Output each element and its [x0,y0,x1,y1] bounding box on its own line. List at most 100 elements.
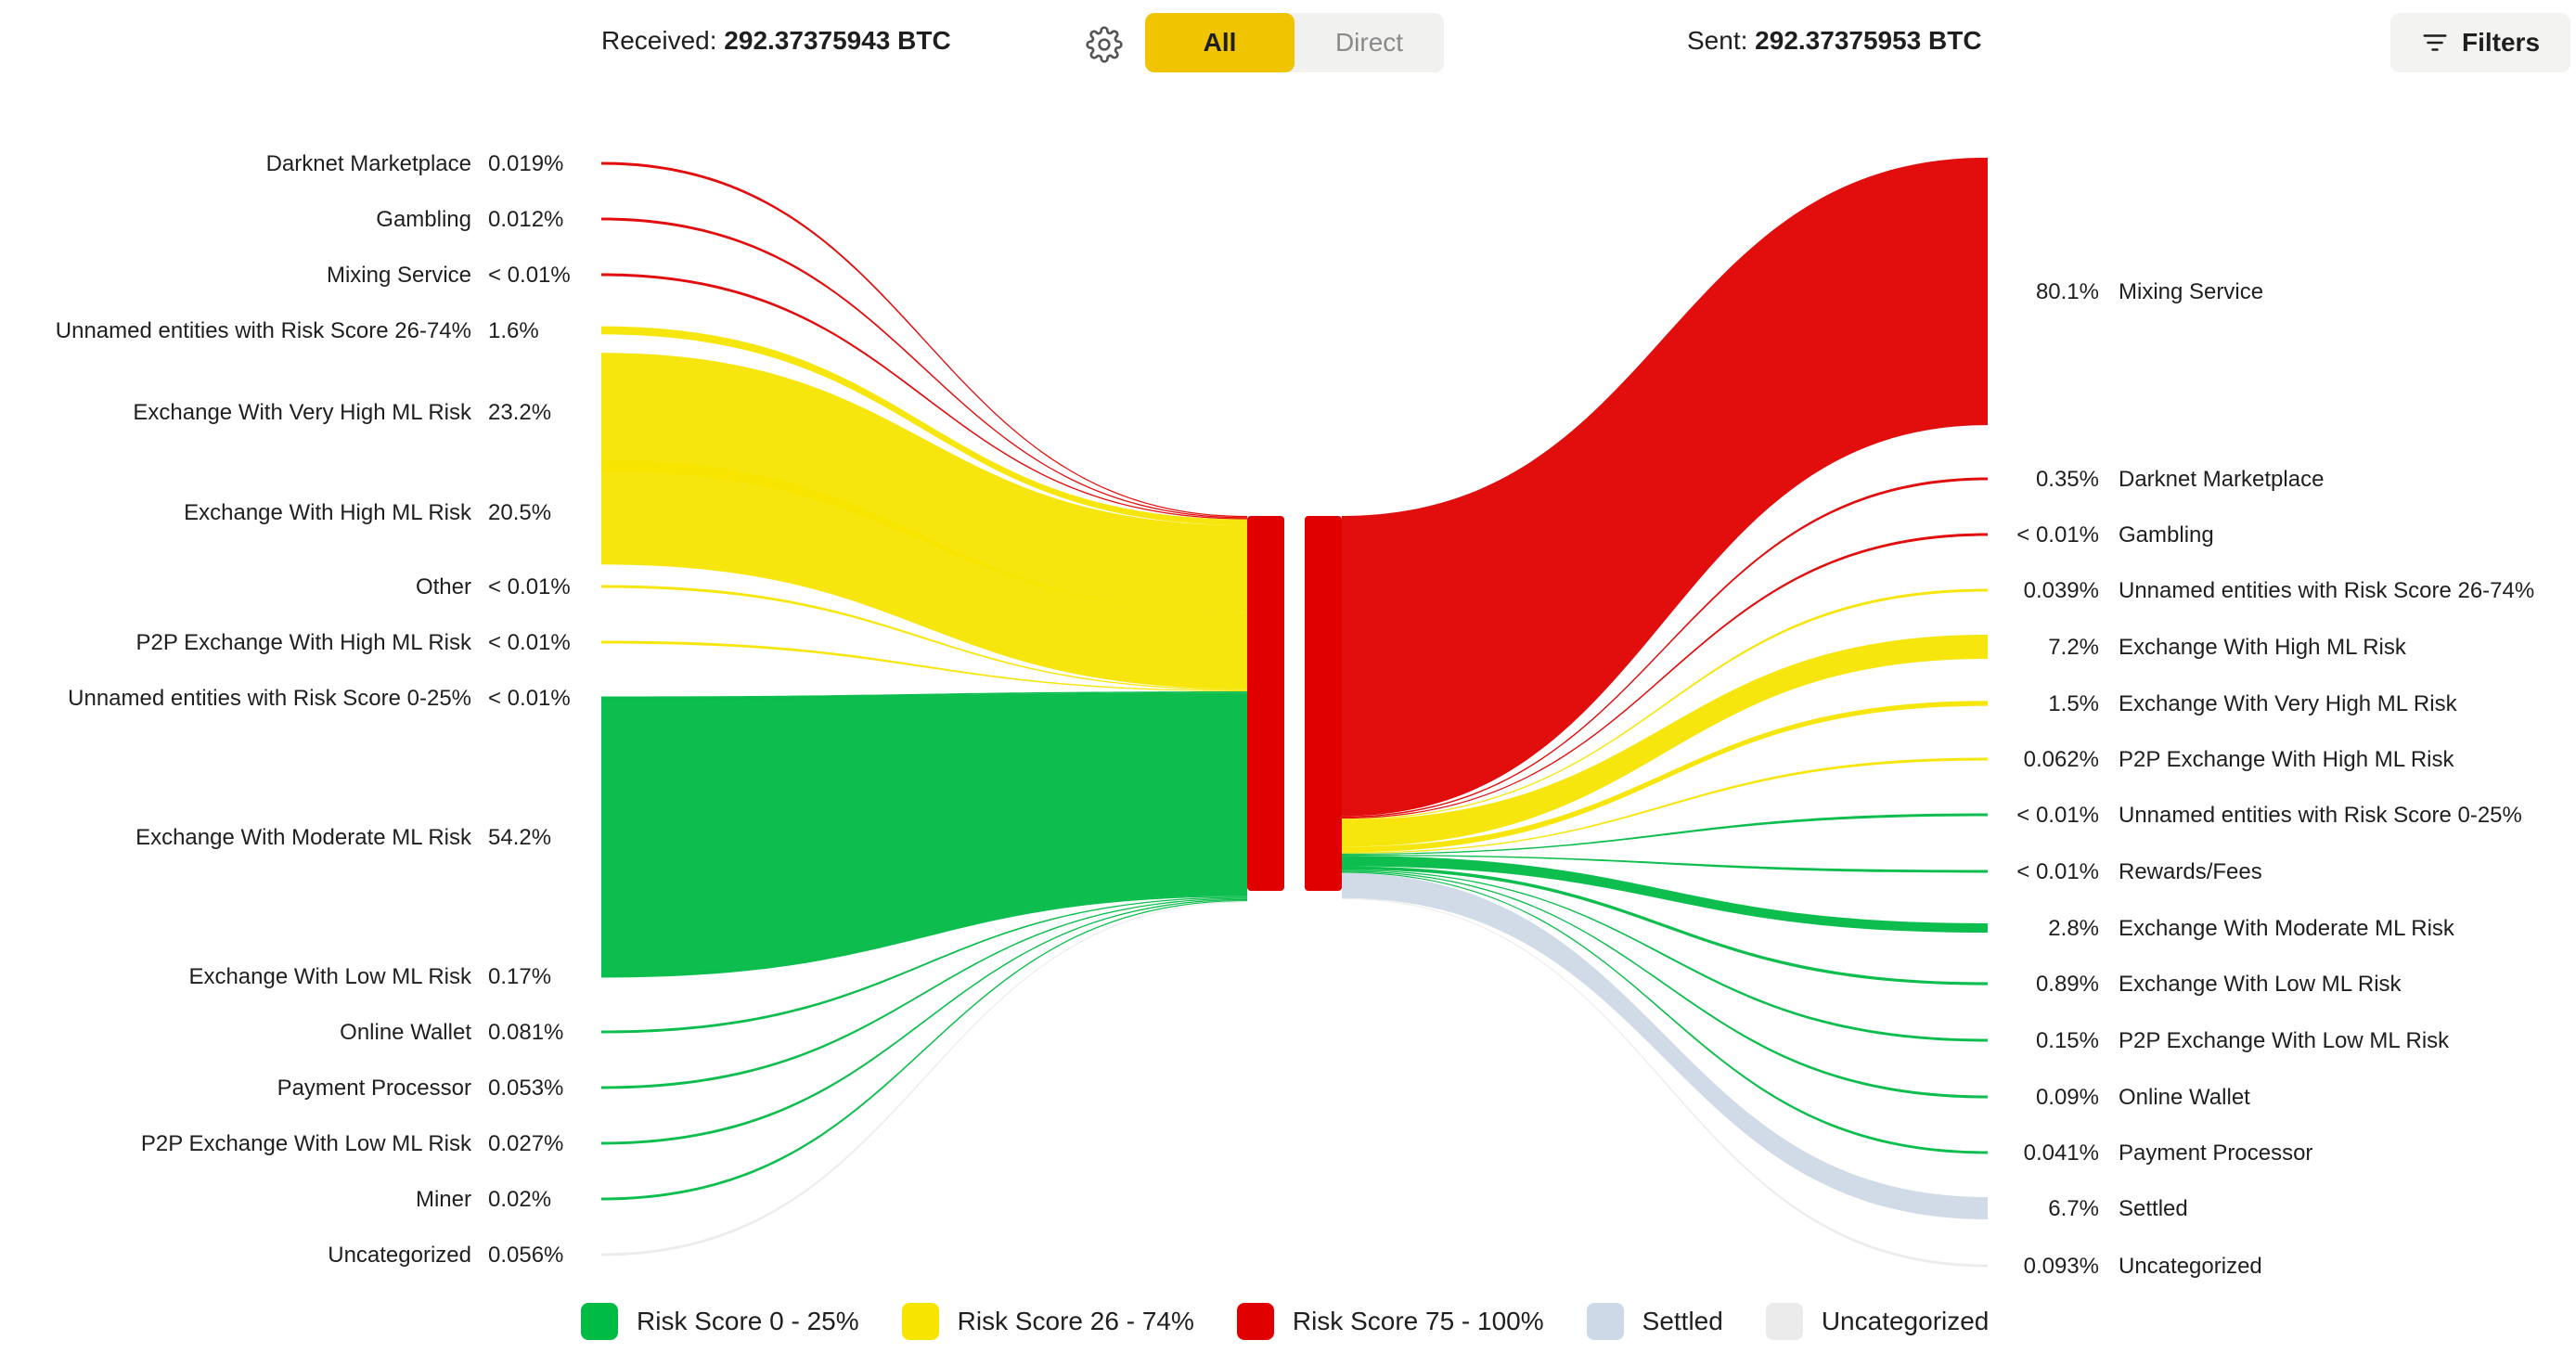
sent-flow-exchange-with-high-ml-risk[interactable] [1342,635,1988,847]
received-flow-uncategorized[interactable] [601,901,1247,1256]
sent-pct-darknet-marketplace: 0.35% [2036,467,2099,492]
sent-flow-payment-processor[interactable] [1342,871,1988,1154]
received-label-online-wallet: Online Wallet [340,1020,471,1045]
sent-flow-exchange-with-low-ml-risk[interactable] [1342,866,1988,986]
received-flow-payment-processor[interactable] [601,897,1247,1089]
legend: Risk Score 0 - 25% Risk Score 26 - 74% Ris… [581,1301,2031,1342]
legend-label-settled: Settled [1642,1307,1723,1335]
sent-flow-rewards-fees[interactable] [1342,854,1988,873]
received-flow-darknet-marketplace[interactable] [601,161,1247,518]
sent-flow-unnamed-entities-with-risk-score-26-74[interactable] [1342,588,1988,820]
received-flow-mixing-service[interactable] [601,273,1247,520]
sent-label-exchange-with-low-ml-risk: Exchange With Low ML Risk [2119,972,2402,997]
sent-pct-payment-processor: 0.041% [2024,1140,2099,1166]
center-node-received[interactable] [1247,516,1284,891]
sent-value: 292.37375953 BTC [1755,26,1982,55]
received-pct-miner: 0.02% [488,1187,551,1212]
received-pct-unnamed-entities-with-risk-score-26-74: 1.6% [488,318,539,343]
sent-label-gambling: Gambling [2119,522,2214,548]
received-label-exchange-with-high-ml-risk: Exchange With High ML Risk [184,500,472,525]
sent-flow-exchange-with-moderate-ml-risk[interactable] [1342,856,1988,934]
toggle-direct[interactable]: Direct [1334,28,1404,57]
direction-toggle: All Direct [1145,13,1444,72]
received-pct-uncategorized: 0.056% [488,1243,563,1268]
received-flow-p2p-exchange-with-low-ml-risk[interactable] [601,898,1247,1145]
received-label-mixing-service: Mixing Service [327,263,471,288]
sent-flow-settled[interactable] [1342,872,1988,1220]
received-flow-exchange-with-high-ml-risk[interactable] [601,459,1247,689]
legend-label-medium: Risk Score 26 - 74% [957,1307,1194,1335]
received-flow-unnamed-entities-with-risk-score-0-25[interactable] [601,691,1247,700]
received-flow-exchange-with-low-ml-risk[interactable] [601,896,1247,978]
received-flow-other[interactable] [601,585,1247,690]
received-pct-mixing-service: < 0.01% [488,263,571,288]
sent-flow-uncategorized[interactable] [1342,897,1988,1268]
legend-swatch-medium [901,1303,939,1340]
sent-flow-p2p-exchange-with-low-ml-risk[interactable] [1342,870,1988,1042]
received-pct-p2p-exchange-with-low-ml-risk: 0.027% [488,1131,563,1156]
filters-button[interactable]: Filters [2390,13,2570,72]
received-label-p2p-exchange-with-low-ml-risk: P2P Exchange With Low ML Risk [141,1131,472,1156]
legend-item-medium[interactable]: Risk Score 26 - 74% [901,1303,1194,1340]
legend-swatch-uncategorized [1765,1303,1803,1340]
top-bar: Received: 292.37375943 BTC All Direct Se… [0,0,2576,93]
received-label-exchange-with-moderate-ml-risk: Exchange With Moderate ML Risk [135,825,472,850]
sent-pct-mixing-service: 80.1% [2036,279,2099,304]
received-label-miner: Miner [416,1187,471,1212]
received-flow-gambling[interactable] [601,217,1247,519]
sent-pct-exchange-with-moderate-ml-risk: 2.8% [2048,916,2099,941]
sent-pct-uncategorized: 0.093% [2024,1254,2099,1279]
received-pct-payment-processor: 0.053% [488,1076,563,1101]
received-flow-p2p-exchange-with-high-ml-risk[interactable] [601,640,1247,692]
received-flow-miner[interactable] [601,899,1247,1201]
sent-flow-darknet-marketplace[interactable] [1342,477,1988,818]
legend-item-uncategorized[interactable]: Uncategorized [1765,1303,1990,1340]
received-pct-exchange-with-moderate-ml-risk: 54.2% [488,825,551,850]
sent-flow-exchange-with-very-high-ml-risk[interactable] [1342,701,1988,853]
received-label-exchange-with-low-ml-risk: Exchange With Low ML Risk [188,964,472,989]
received-flow-unnamed-entities-with-risk-score-26-74[interactable] [601,326,1247,526]
sent-pct-online-wallet: 0.09% [2036,1085,2099,1110]
sent-pct-exchange-with-high-ml-risk: 7.2% [2048,635,2099,660]
legend-item-settled[interactable]: Settled [1586,1303,1723,1340]
legend-label-uncategorized: Uncategorized [1821,1307,1990,1335]
sent-pct-p2p-exchange-with-high-ml-risk: 0.062% [2024,747,2099,772]
received-pct-other: < 0.01% [488,574,571,599]
received-pct-darknet-marketplace: 0.019% [488,151,563,176]
legend-item-high[interactable]: Risk Score 75 - 100% [1236,1303,1544,1340]
received-flow-exchange-with-very-high-ml-risk[interactable] [601,353,1247,612]
received-flow-exchange-with-moderate-ml-risk[interactable] [601,692,1247,976]
received-label-p2p-exchange-with-high-ml-risk: P2P Exchange With High ML Risk [136,630,472,655]
sent-label-exchange-with-high-ml-risk: Exchange With High ML Risk [2119,635,2407,660]
sent-flow-mixing-service[interactable] [1342,157,1988,817]
sent-pct-exchange-with-very-high-ml-risk: 1.5% [2048,691,2099,716]
sent-flow-p2p-exchange-with-high-ml-risk[interactable] [1342,757,1988,854]
flow-labels: Darknet Marketplace 0.019% Gambling 0.012% M… [56,151,2534,1279]
sent-pct-p2p-exchange-with-low-ml-risk: 0.15% [2036,1028,2099,1053]
received-flow-online-wallet[interactable] [601,896,1247,1034]
center-node-sent[interactable] [1305,516,1342,891]
legend-label-low: Risk Score 0 - 25% [637,1307,859,1335]
legend-swatch-settled [1586,1303,1624,1340]
sent-label-settled: Settled [2119,1196,2188,1221]
toggle-all[interactable]: All [1145,13,1294,72]
sent-flow-unnamed-entities-with-risk-score-0-25[interactable] [1342,813,1988,855]
filter-lines-icon [2423,34,2447,51]
sent-label-unnamed-entities-with-risk-score-26-74: Unnamed entities with Risk Score 26-74% [2119,578,2534,603]
sent-label-uncategorized: Uncategorized [2119,1254,2262,1279]
filters-label: Filters [2461,28,2541,57]
sent-flow-online-wallet[interactable] [1342,870,1988,1099]
received-pct-gambling: 0.012% [488,207,563,232]
received-label-other: Other [416,574,471,599]
received-label-exchange-with-very-high-ml-risk: Exchange With Very High ML Risk [133,400,472,425]
received-total: Received: 292.37375943 BTC [601,26,951,56]
sent-pct-settled: 6.7% [2048,1196,2099,1221]
sent-label: Sent: [1687,26,1748,55]
sent-total: Sent: 292.37375953 BTC [1687,26,1982,56]
legend-item-low[interactable]: Risk Score 0 - 25% [581,1303,859,1340]
sent-flow-gambling[interactable] [1342,533,1988,819]
sent-label-online-wallet: Online Wallet [2119,1085,2250,1110]
sent-label-mixing-service: Mixing Service [2119,279,2263,304]
received-label-unnamed-entities-with-risk-score-0-25: Unnamed entities with Risk Score 0-25% [68,686,471,711]
settings-button[interactable] [1082,22,1127,67]
